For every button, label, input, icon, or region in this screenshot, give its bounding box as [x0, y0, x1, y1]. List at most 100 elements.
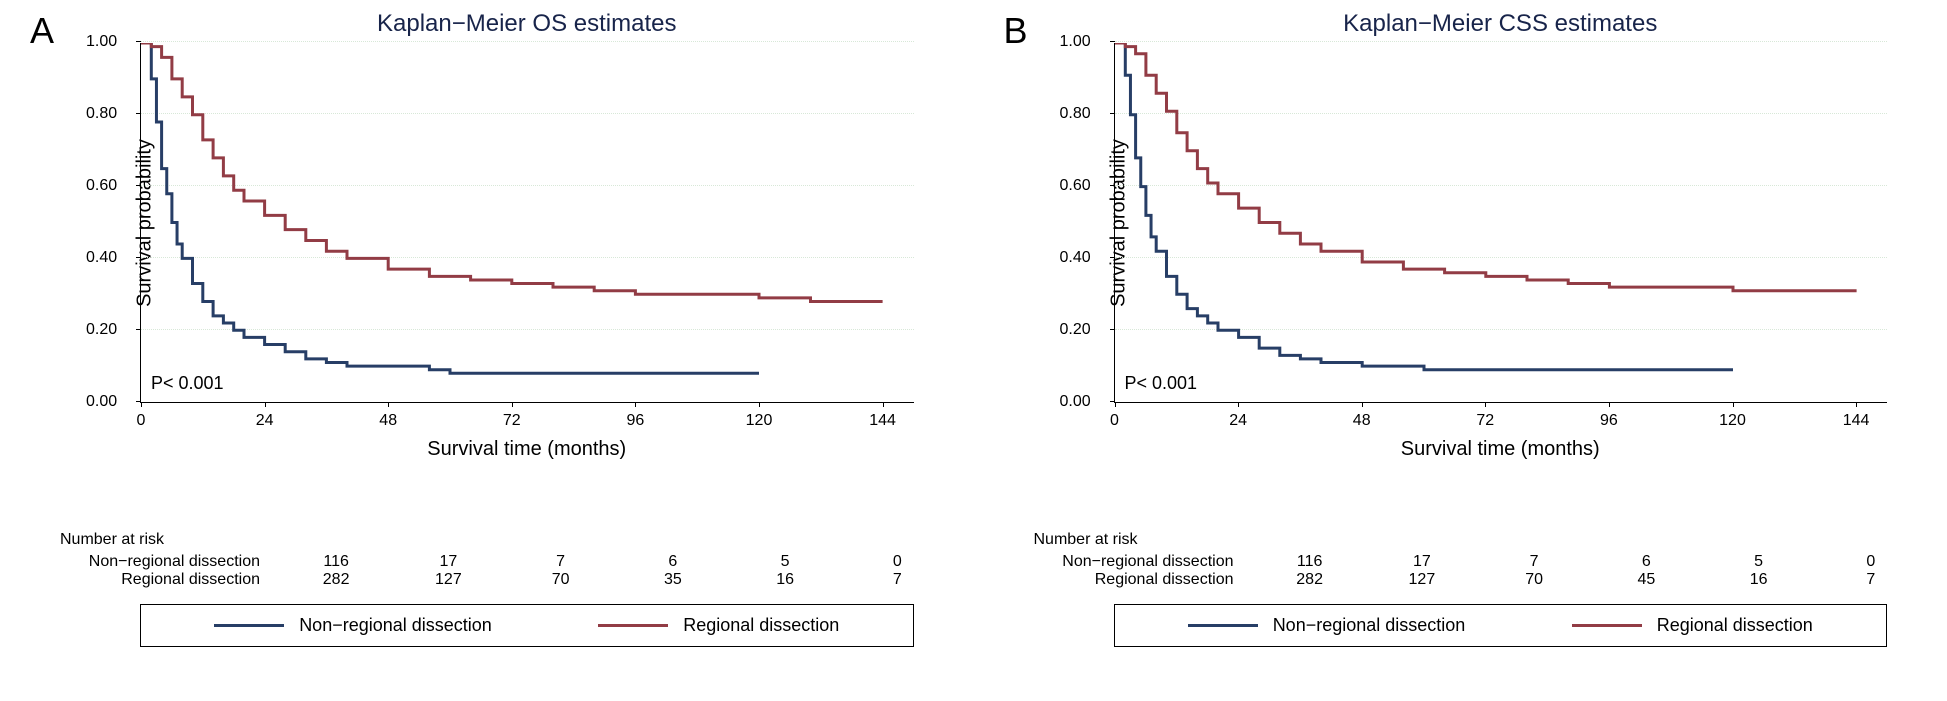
km-curve	[1115, 43, 1857, 291]
legend-swatch	[1572, 624, 1642, 627]
ytick-mark	[136, 41, 141, 42]
xtick-label: 24	[256, 412, 274, 430]
risk-row-label: Regional dissection	[40, 571, 280, 589]
xtick-mark	[265, 402, 266, 407]
xtick-label: 144	[869, 412, 896, 430]
xtick-label: 144	[1843, 412, 1870, 430]
km-svg	[1115, 43, 1888, 402]
risk-row-label: Regional dissection	[1014, 571, 1254, 589]
xtick-mark	[635, 402, 636, 407]
xtick-label: 48	[1353, 412, 1371, 430]
xtick-mark	[388, 402, 389, 407]
panel-label: B	[1004, 10, 1028, 52]
legend-swatch	[598, 624, 668, 627]
risk-row-label: Non−regional dissection	[1014, 553, 1254, 571]
plot-area: Survival probability0.000.200.400.600.80…	[140, 43, 914, 403]
plot-area: Survival probability0.000.200.400.600.80…	[1114, 43, 1888, 403]
risk-cell: 35	[617, 571, 729, 589]
risk-table-header: Number at risk	[1034, 531, 1928, 549]
risk-row: Non−regional dissection116177650	[1014, 553, 1928, 571]
ytick-label: 0.80	[86, 105, 117, 123]
risk-cell: 7	[1478, 553, 1590, 571]
km-curve	[141, 43, 883, 301]
risk-cells: 116177650	[280, 553, 954, 571]
gridline	[141, 41, 914, 42]
risk-cells: 2821277035167	[280, 571, 954, 589]
legend: Non−regional dissection Regional dissecti…	[140, 604, 914, 647]
xtick-mark	[1733, 402, 1734, 407]
xtick-label: 72	[503, 412, 521, 430]
panel-a: AKaplan−Meier OS estimatesSurvival proba…	[0, 0, 974, 701]
risk-cell: 0	[841, 553, 953, 571]
legend-swatch	[1188, 624, 1258, 627]
xtick-label: 48	[379, 412, 397, 430]
figure-container: AKaplan−Meier OS estimatesSurvival proba…	[0, 0, 1947, 701]
risk-table: Number at risk Non−regional dissection116…	[40, 531, 954, 589]
xtick-label: 0	[137, 412, 146, 430]
xtick-mark	[1609, 402, 1610, 407]
risk-cell: 0	[1815, 553, 1927, 571]
legend-item: Non−regional dissection	[214, 615, 492, 636]
risk-cell: 70	[505, 571, 617, 589]
ytick-mark	[1110, 41, 1115, 42]
risk-cell: 6	[617, 553, 729, 571]
legend-item: Regional dissection	[1572, 615, 1813, 636]
legend-label: Regional dissection	[1657, 615, 1813, 636]
legend-item: Regional dissection	[598, 615, 839, 636]
risk-table-header: Number at risk	[60, 531, 954, 549]
legend-label: Regional dissection	[683, 615, 839, 636]
xtick-mark	[1238, 402, 1239, 407]
xtick-label: 72	[1476, 412, 1494, 430]
xtick-label: 120	[1719, 412, 1746, 430]
xtick-label: 24	[1229, 412, 1247, 430]
risk-row: Non−regional dissection116177650	[40, 553, 954, 571]
ytick-label: 0.00	[1060, 393, 1091, 411]
risk-cells: 2821277045167	[1254, 571, 1928, 589]
risk-cell: 116	[280, 553, 392, 571]
xtick-mark	[1856, 402, 1857, 407]
ytick-label: 0.80	[1060, 105, 1091, 123]
ytick-label: 0.60	[1060, 177, 1091, 195]
plot-wrap: Survival probability0.000.200.400.600.80…	[1114, 43, 1888, 461]
p-value: P< 0.001	[1125, 373, 1198, 394]
risk-cell: 16	[1703, 571, 1815, 589]
panel-label: A	[30, 10, 54, 52]
x-axis-label: Survival time (months)	[140, 438, 914, 461]
xtick-mark	[1485, 402, 1486, 407]
risk-cell: 127	[1366, 571, 1478, 589]
xtick-label: 96	[1600, 412, 1618, 430]
legend-label: Non−regional dissection	[299, 615, 492, 636]
legend-swatch	[214, 624, 284, 627]
ytick-label: 0.40	[1060, 249, 1091, 267]
risk-cells: 116177650	[1254, 553, 1928, 571]
xtick-mark	[1115, 402, 1116, 407]
xtick-mark	[883, 402, 884, 407]
legend-label: Non−regional dissection	[1273, 615, 1466, 636]
risk-cell: 282	[280, 571, 392, 589]
xtick-label: 0	[1110, 412, 1119, 430]
plot-wrap: Survival probability0.000.200.400.600.80…	[140, 43, 914, 461]
km-svg	[141, 43, 914, 402]
xtick-mark	[759, 402, 760, 407]
risk-row: Regional dissection2821277045167	[1014, 571, 1928, 589]
p-value: P< 0.001	[151, 373, 224, 394]
risk-cell: 282	[1254, 571, 1366, 589]
xtick-label: 120	[746, 412, 773, 430]
risk-cell: 7	[505, 553, 617, 571]
ytick-label: 1.00	[86, 33, 117, 51]
risk-cell: 6	[1590, 553, 1702, 571]
xtick-mark	[141, 402, 142, 407]
ytick-label: 0.40	[86, 249, 117, 267]
legend-item: Non−regional dissection	[1188, 615, 1466, 636]
risk-row-label: Non−regional dissection	[40, 553, 280, 571]
risk-cell: 127	[392, 571, 504, 589]
risk-cell: 17	[392, 553, 504, 571]
panel-b: BKaplan−Meier CSS estimatesSurvival prob…	[974, 0, 1947, 701]
x-axis-label: Survival time (months)	[1114, 438, 1888, 461]
ytick-label: 0.20	[1060, 321, 1091, 339]
risk-cell: 5	[729, 553, 841, 571]
ytick-label: 0.60	[86, 177, 117, 195]
ytick-label: 0.20	[86, 321, 117, 339]
risk-cell: 17	[1366, 553, 1478, 571]
legend: Non−regional dissection Regional dissecti…	[1114, 604, 1888, 647]
